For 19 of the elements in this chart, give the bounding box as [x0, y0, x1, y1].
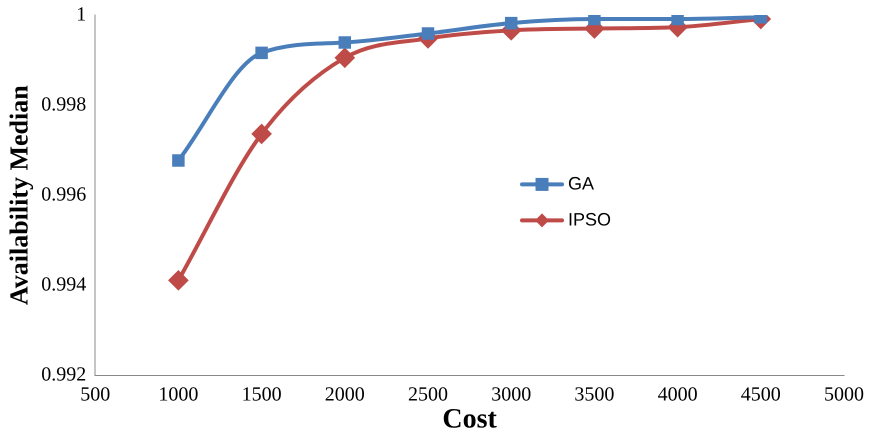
y-axis-title: Availability Median: [4, 84, 34, 306]
x-axis-title: Cost: [442, 403, 498, 434]
y-tick-label: 1: [76, 3, 86, 26]
x-tick-label: 1500: [242, 384, 282, 406]
y-tick-label: 0.996: [41, 183, 86, 206]
y-tick-label: 0.992: [41, 364, 86, 386]
x-tick-label: 4500: [740, 384, 781, 406]
y-tick-label: 0.994: [41, 274, 86, 296]
x-tick-label: 2000: [324, 384, 365, 406]
x-tick-label: 4000: [658, 384, 698, 406]
x-tick-label: 3000: [491, 384, 532, 406]
y-tick-label: 0.998: [41, 93, 86, 116]
x-tick-label: 2500: [408, 384, 448, 406]
legend-label: GA: [568, 173, 594, 194]
x-tick-label: 5000: [824, 384, 864, 406]
legend-label: IPSO: [568, 209, 612, 230]
x-tick-label: 500: [80, 384, 110, 406]
x-tick-label: 1000: [158, 384, 198, 406]
x-tick-label: 3500: [574, 384, 614, 406]
